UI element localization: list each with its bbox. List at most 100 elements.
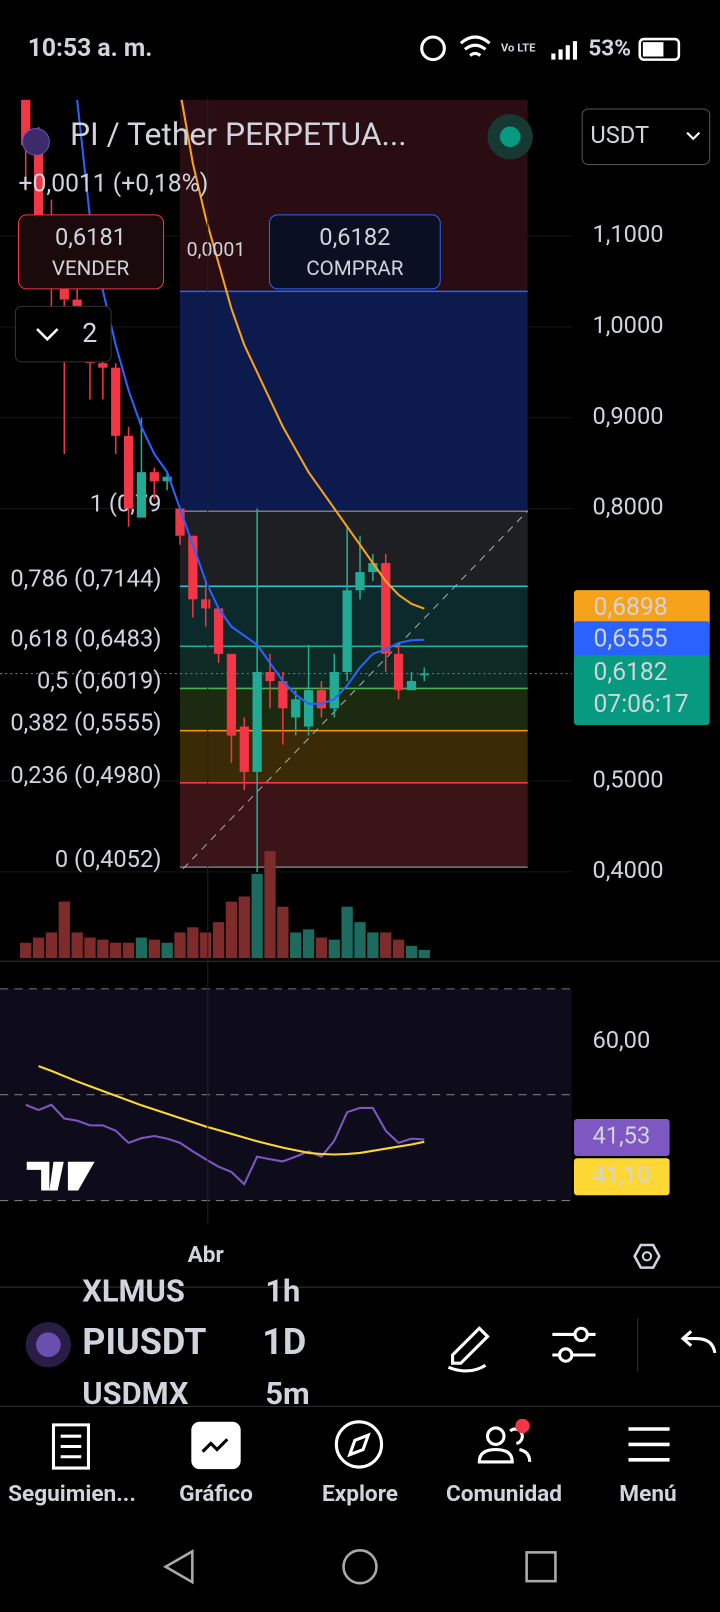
candle-body	[393, 653, 404, 691]
trend-line	[182, 510, 529, 870]
settings-icon[interactable]	[633, 1243, 661, 1269]
settings-icon-center	[641, 1251, 653, 1262]
fib-label: 0,236 (0,4980)	[10, 761, 161, 789]
rsi-tag	[573, 1118, 670, 1156]
indicator-count: 2	[82, 317, 97, 349]
fib-label: 0,786 (0,7144)	[10, 564, 161, 592]
rsi-line	[38, 1065, 425, 1156]
candle-body	[303, 690, 314, 727]
buy-button[interactable]	[268, 214, 441, 290]
volume-bar	[58, 901, 70, 959]
indicators-toggle[interactable]	[14, 305, 112, 363]
price-tag-label: 0,6182	[593, 658, 667, 687]
home-button[interactable]	[342, 1549, 378, 1585]
volume-bar	[187, 927, 199, 959]
candle-body	[98, 363, 108, 368]
volume-bar	[392, 939, 405, 959]
prev-interval: 1h	[265, 1272, 300, 1309]
draw-tool-icon[interactable]	[447, 1326, 490, 1373]
candle-body	[316, 690, 327, 709]
undo-icon[interactable]	[680, 1330, 717, 1354]
volume-bar	[200, 932, 212, 959]
chart-icon[interactable]	[191, 1421, 241, 1470]
rsi-tag	[573, 1158, 670, 1196]
explore-icon[interactable]	[334, 1420, 384, 1469]
sell-price: 0,6181	[55, 223, 126, 251]
nav-bar: Seguimien... Gráfico Explore Comunidad M…	[8, 1418, 677, 1507]
nav-label[interactable]: Gráfico	[179, 1480, 253, 1507]
volume-bar	[84, 937, 96, 959]
candle-body	[406, 681, 417, 691]
fib-zone	[180, 646, 528, 689]
symbol-title[interactable]: PI / Tether PERPETUA...	[70, 115, 407, 153]
volume-bar	[264, 851, 276, 959]
network-label: Vo LTE	[501, 41, 536, 54]
prev-symbol: XLMUS	[82, 1272, 185, 1309]
battery-level	[642, 42, 664, 57]
price-tag	[573, 590, 710, 628]
candle-body	[291, 699, 301, 718]
volume-bar	[135, 937, 148, 959]
nav-label[interactable]: Seguimien...	[8, 1480, 136, 1507]
nav-label[interactable]: Comunidad	[446, 1480, 562, 1507]
volume-bar	[45, 932, 58, 959]
price-change: +0,0011 (+0,18%)	[19, 170, 209, 199]
currency-label: USDT	[590, 121, 649, 149]
candle-body	[329, 672, 339, 709]
y-tick-label: 0,8000	[592, 493, 663, 521]
menu-icon[interactable]	[628, 1427, 670, 1462]
chevron	[686, 131, 701, 141]
candle-body	[265, 672, 275, 682]
buy-price: 0,6182	[319, 223, 390, 251]
nav-label[interactable]: Menú	[619, 1480, 676, 1507]
status-bar: 10:53 a. m. Vo LTE 53%	[28, 34, 681, 63]
candle-body	[213, 608, 224, 654]
fib-zone	[180, 782, 528, 868]
community-icon[interactable]	[486, 1426, 506, 1446]
candle-body	[278, 681, 288, 709]
volume-bar	[225, 901, 238, 959]
candle-body	[123, 435, 134, 509]
fib-label: 0,5 (0,6019)	[37, 667, 162, 695]
nav-label[interactable]: Explore	[322, 1480, 398, 1507]
candle-body	[162, 476, 172, 482]
candle-body	[239, 726, 249, 772]
system-nav	[163, 1549, 557, 1585]
sell-button[interactable]	[18, 214, 165, 290]
candle-body	[381, 563, 391, 654]
countdown: 07:06:17	[593, 690, 688, 719]
plot-top-mask	[0, 0, 720, 100]
y-tick-label: 0,5000	[592, 765, 663, 793]
currency-selector[interactable]	[581, 108, 711, 166]
notification-dot	[515, 1418, 530, 1434]
buy-label: COMPRAR	[306, 257, 403, 281]
alarm-icon	[420, 35, 446, 62]
price-tag-label: 0,6555	[593, 624, 667, 653]
volume-bar	[405, 945, 418, 959]
interval[interactable]: 1D	[262, 1321, 306, 1363]
rsi-tag-label: 41,10	[592, 1161, 650, 1189]
candle-body	[111, 367, 121, 436]
y-tick-label: 60,00	[592, 1026, 650, 1054]
battery-percent: 53%	[588, 34, 631, 61]
fib-label: 0,618 (0,6483)	[10, 624, 161, 652]
volume-bar	[290, 932, 302, 959]
rsi-line	[25, 1103, 425, 1186]
back-button[interactable]	[163, 1549, 194, 1585]
candle-body	[201, 599, 211, 609]
rsi-tag-label: 41,53	[592, 1122, 650, 1150]
watchlist-icon[interactable]	[51, 1423, 90, 1470]
volume-bar	[315, 937, 328, 959]
candle-body	[175, 508, 185, 536]
recents-button[interactable]	[525, 1551, 557, 1583]
symbol[interactable]: PIUSDT	[82, 1321, 206, 1363]
signal-icon	[551, 41, 578, 60]
fib-zone	[180, 688, 528, 731]
market-status-dot[interactable]	[499, 126, 521, 148]
y-tick-label: 0,9000	[592, 402, 663, 430]
clock: 10:53 a. m.	[28, 34, 153, 63]
volume-bar	[302, 929, 315, 959]
fib-zone	[180, 730, 528, 783]
tradingview-logo	[26, 1161, 95, 1191]
